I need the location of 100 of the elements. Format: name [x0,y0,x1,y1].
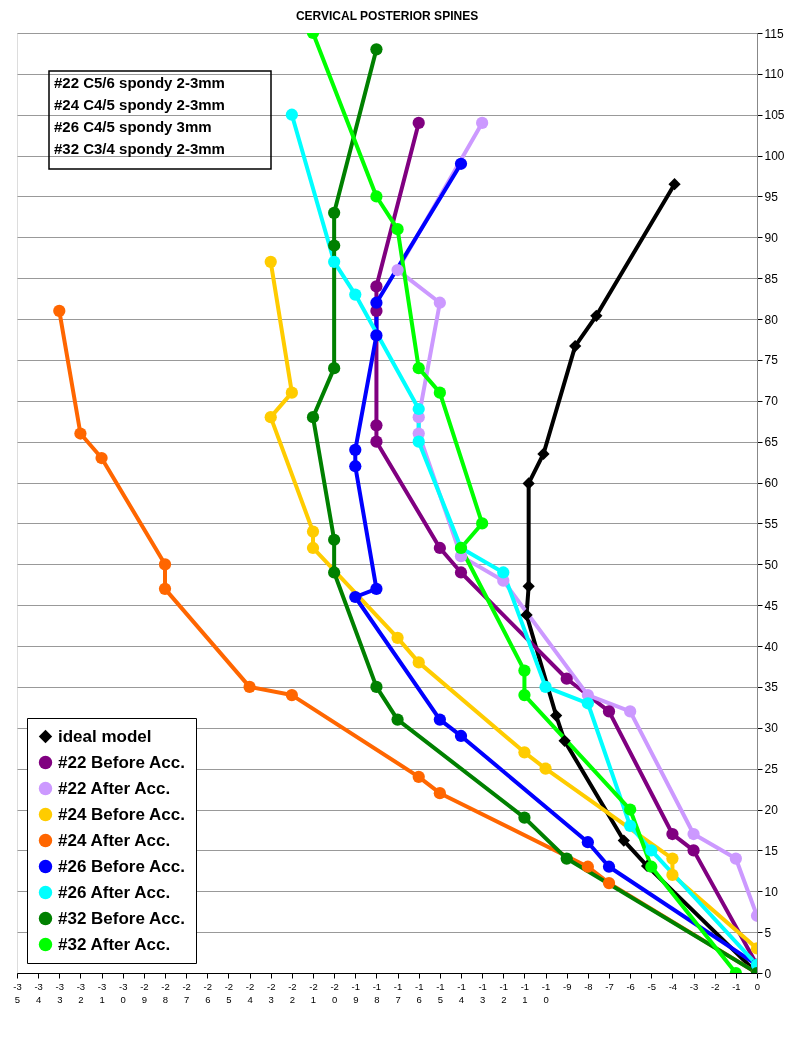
x-tick-label: -6 [626,980,635,992]
y-tick-label: 10 [764,884,779,899]
x-tick-label: -4 [668,980,678,992]
y-tick-label: 35 [764,680,779,695]
point [433,296,446,309]
point [349,460,362,473]
point [370,419,383,432]
point [412,116,425,130]
point [645,860,658,873]
point [624,803,637,816]
point [560,852,573,865]
point [328,255,341,268]
x-tick-label: -2 6 [203,980,213,1005]
point [370,43,383,56]
x-tick-label: -2 0 [330,980,339,1005]
point [454,157,468,170]
point [158,558,172,571]
y-tick-label: 5 [764,925,772,940]
chart-title: CERVICAL POSTERIOR SPINES [295,9,479,23]
point [454,729,468,743]
x-tick-label: -2 8 [161,980,170,1005]
annotation: #22 C5/6 spondy 2-3mm [54,74,225,91]
point [370,435,383,448]
y-tick-label: 60 [764,476,779,491]
point [569,339,582,353]
x-tick-label: -3 1 [97,980,107,1005]
point [581,860,594,873]
y-tick-label: 90 [764,230,779,245]
point [729,852,742,865]
point [370,190,383,203]
point [518,688,531,702]
y-tick-label: 65 [764,435,779,450]
point [349,288,362,301]
legend-label: #22 Before Acc. [58,752,185,772]
point [74,427,87,440]
point [476,116,489,130]
x-tick-label: -7 [605,980,614,992]
point [433,787,446,800]
point [328,533,341,546]
y-tick-label: 110 [764,67,784,82]
point [433,541,446,555]
x-tick-label: -1 2 [499,980,509,1005]
legend-label: #24 After Acc. [58,830,171,850]
point [558,734,571,747]
y-tick-label: 75 [764,353,779,368]
x-tick-label: -1 3 [478,980,487,1005]
y-tick-label: 55 [764,516,779,531]
point [264,411,277,424]
y-tick-label: 70 [764,394,779,409]
point [687,844,700,857]
point [560,672,573,685]
point [624,819,637,832]
point [668,178,681,191]
point [645,844,658,857]
point [476,517,489,530]
point [328,239,341,252]
point [391,713,404,726]
point [370,296,383,309]
x-tick-label: -1 4 [457,980,466,1005]
x-tick-label: -9 [562,980,572,992]
x-tick-label: -2 [710,980,720,992]
y-tick-label: 115 [764,26,784,41]
point [624,705,637,718]
x-tick-label: -3 [689,980,699,992]
x-tick-label: -2 2 [288,980,297,1005]
point [518,811,531,824]
point [158,582,172,595]
point [370,280,383,293]
point [666,868,679,882]
point [539,680,552,694]
y-tick-label: 40 [764,639,779,654]
y-tick-label: 45 [764,598,779,613]
y-tick-label: 0 [764,966,772,981]
y-tick-label: 15 [764,843,779,858]
point [520,608,533,622]
point [518,746,531,759]
x-tick-label: -1 6 [414,980,424,1005]
point [328,206,341,219]
x-tick-label: -3 5 [13,980,22,1005]
x-tick-label: -3 4 [34,980,43,1005]
point [306,525,320,538]
point [285,108,298,121]
point [391,223,404,236]
y-tick-label: 80 [764,312,779,327]
point [285,386,298,399]
point [617,834,630,847]
point [370,582,383,595]
x-tick-label: -5 [647,980,657,992]
x-tick-label: 0 [754,980,761,992]
point [581,697,594,710]
x-tick-label: -1 9 [351,980,361,1005]
legend-label: #26 Before Acc. [58,856,185,876]
x-tick-label: -1 0 [541,980,551,1005]
point [454,566,468,579]
point [687,827,700,841]
point [328,362,341,375]
x-tick-label: -1 7 [393,980,403,1005]
x-tick-label: -3 0 [118,980,128,1005]
y-tick-label: 95 [764,189,779,204]
x-tick-label: -1 8 [372,980,382,1005]
